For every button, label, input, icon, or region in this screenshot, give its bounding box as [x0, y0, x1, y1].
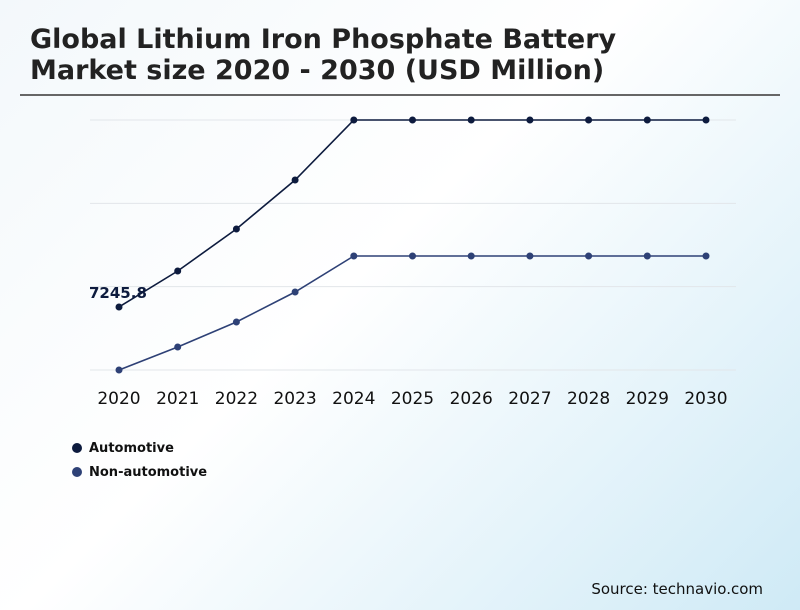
data-point: [174, 343, 182, 351]
data-label: 7245.8: [89, 284, 147, 302]
data-point: [291, 288, 299, 296]
series-line: [118, 255, 706, 371]
x-tick-label: 2023: [273, 389, 316, 409]
title-line-2: Market size 2020 - 2030 (USD Million): [30, 55, 605, 86]
legend: Automotive Non-automotive: [72, 436, 207, 484]
legend-marker: [72, 443, 82, 453]
x-tick-label: 2022: [215, 389, 258, 409]
title-divider: [20, 94, 780, 96]
data-point: [526, 252, 534, 260]
data-point: [115, 303, 123, 311]
data-point: [350, 252, 358, 260]
legend-marker: [72, 467, 82, 477]
legend-item-automotive[interactable]: Automotive: [72, 436, 207, 460]
data-point: [409, 252, 416, 260]
data-point: [643, 116, 651, 124]
series-line: [118, 119, 706, 308]
data-point: [174, 267, 182, 275]
data-point: [232, 318, 240, 326]
x-tick-label: 2026: [450, 389, 493, 409]
x-tick-label: 2029: [626, 389, 669, 409]
x-tick-label: 2030: [684, 389, 727, 409]
data-point: [291, 176, 299, 184]
data-point: [702, 252, 710, 260]
data-point: [467, 252, 475, 260]
data-point: [702, 116, 710, 124]
x-tick-label: 2025: [391, 389, 434, 409]
x-tick-label: 2028: [567, 389, 610, 409]
data-point: [585, 116, 593, 124]
x-tick-label: 2027: [508, 389, 551, 409]
data-point: [467, 116, 475, 124]
data-point: [350, 116, 358, 124]
chart-title: Global Lithium Iron Phosphate Battery Ma…: [30, 24, 616, 86]
data-point: [643, 252, 651, 260]
data-point: [232, 225, 240, 233]
data-point: [526, 116, 534, 124]
x-tick-label: 2024: [332, 389, 375, 409]
data-point: [409, 116, 416, 124]
data-point: [585, 252, 593, 260]
source-credit: Source: technavio.com: [591, 580, 763, 598]
legend-item-non-automotive[interactable]: Non-automotive: [72, 460, 207, 484]
data-point: [115, 366, 123, 374]
legend-label: Non-automotive: [89, 464, 208, 480]
title-line-1: Global Lithium Iron Phosphate Battery: [30, 24, 617, 55]
x-tick-label: 2020: [97, 389, 140, 409]
x-tick-label: 2021: [156, 389, 199, 409]
legend-label: Automotive: [89, 440, 174, 456]
